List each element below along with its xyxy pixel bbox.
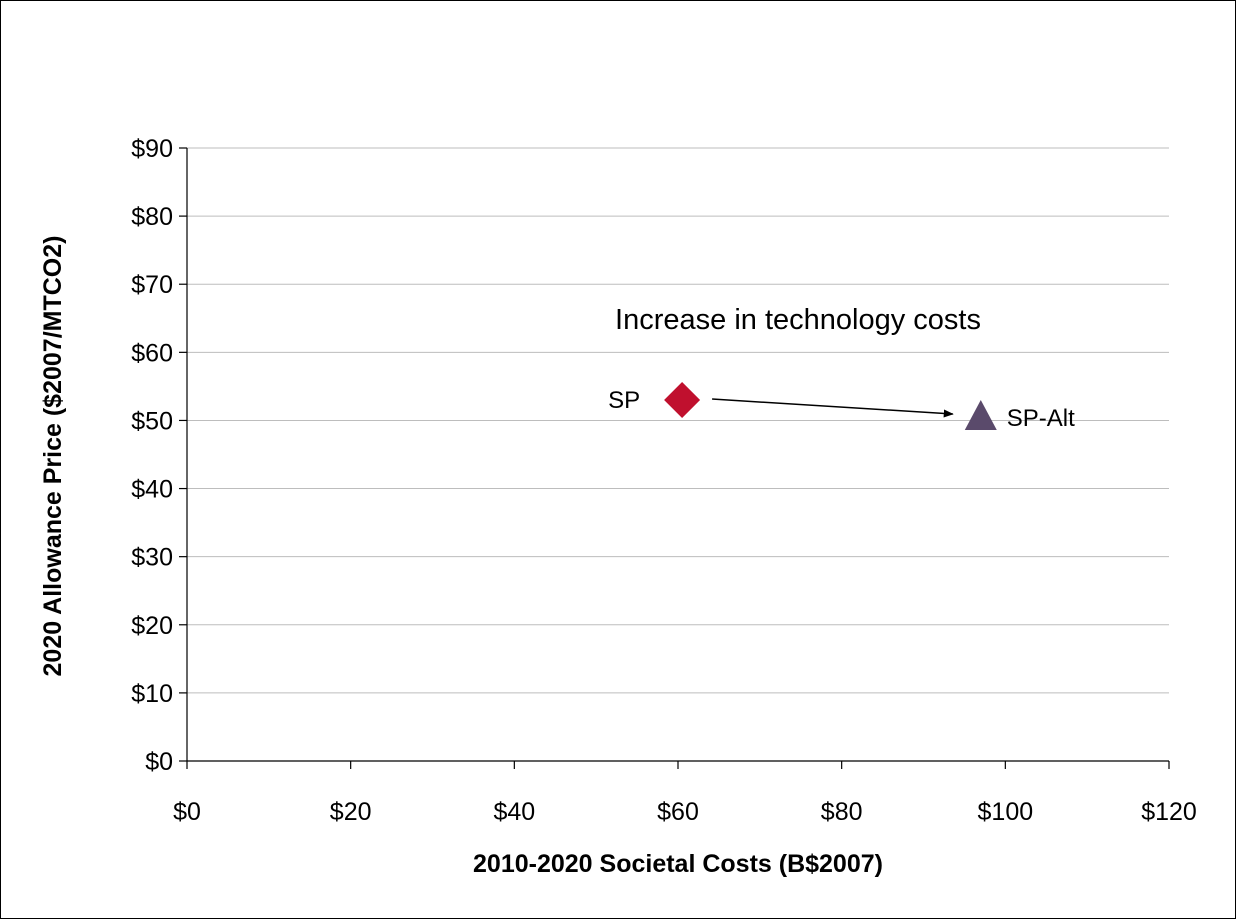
y-tick-label: $40 — [131, 476, 173, 504]
grid-lines — [187, 147, 1169, 694]
y-axis-title: 2020 Allowance Price ($2007/MTCO2) — [39, 236, 67, 677]
y-tick-label: $80 — [131, 203, 173, 231]
point-label-sp: SP — [608, 387, 640, 414]
arrows — [712, 398, 954, 418]
point-sp — [664, 382, 701, 419]
y-tick-label: $30 — [131, 544, 173, 572]
axes — [179, 147, 1170, 769]
point-sp-alt — [964, 400, 997, 431]
trend-arrow — [712, 398, 954, 418]
y-tick-label: $60 — [131, 339, 173, 367]
tick-labels: $0 $10 $20 $30 $40 $50 $60 $70 $80 $90 $0 $20 $40 $60… — [131, 135, 1197, 826]
y-tick-label: $20 — [131, 612, 173, 640]
x-tick-label: $0 — [173, 798, 201, 826]
x-tick-label: $120 — [1141, 798, 1197, 826]
x-tick-label: $60 — [657, 798, 699, 826]
point-label-sp-alt: SP-Alt — [1007, 405, 1075, 432]
x-axis-title: 2010-2020 Societal Costs (B$2007) — [473, 850, 883, 878]
y-tick-label: $50 — [131, 407, 173, 435]
x-tick-label: $100 — [978, 798, 1034, 826]
x-tick-label: $40 — [493, 798, 535, 826]
data-points — [664, 382, 997, 431]
y-tick-label: $90 — [131, 135, 173, 163]
y-tick-label: $10 — [131, 680, 173, 708]
point-labels: SP SP-Alt — [608, 387, 1075, 432]
x-tick-label: $20 — [330, 798, 372, 826]
y-tick-label: $0 — [145, 748, 173, 776]
annotation-text: Increase in technology costs — [615, 304, 981, 336]
y-tick-label: $70 — [131, 271, 173, 299]
x-tick-label: $80 — [821, 798, 863, 826]
